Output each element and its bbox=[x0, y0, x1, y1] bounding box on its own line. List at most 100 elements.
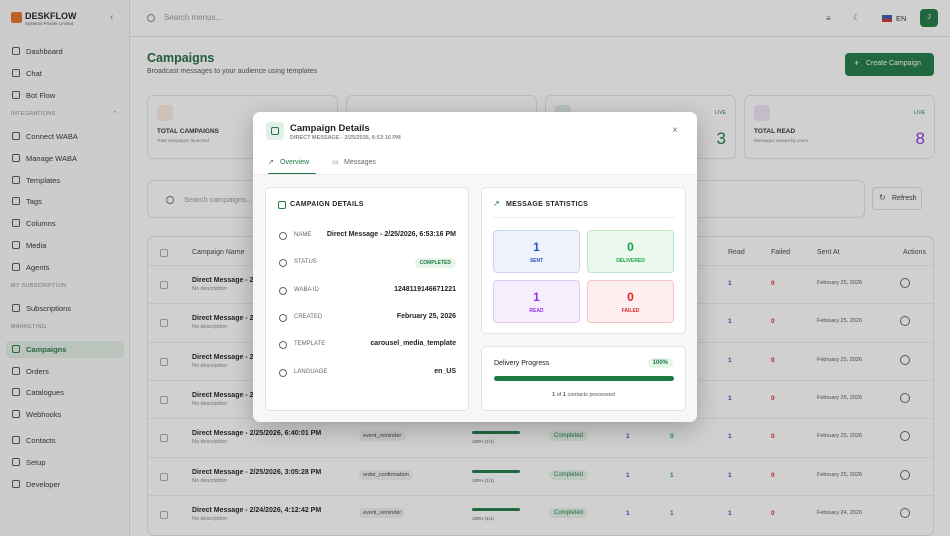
nav-label: Templates bbox=[26, 175, 61, 185]
count-read: 1 bbox=[728, 394, 732, 402]
campaign-description: No description bbox=[192, 439, 228, 446]
field-label: TEMPLATE bbox=[294, 341, 326, 348]
nav-item[interactable]: Agents bbox=[6, 259, 124, 276]
nav-label: Orders bbox=[26, 366, 49, 376]
progress-bar bbox=[494, 376, 674, 381]
row-action[interactable] bbox=[900, 507, 910, 518]
template-chip: event_reminder bbox=[359, 431, 406, 442]
avatar[interactable]: J bbox=[920, 9, 938, 27]
campaign-description: No description bbox=[192, 400, 228, 407]
icon bbox=[12, 303, 20, 312]
modal-body: CAMPAIGN DETAILS NAME Direct Message - 2/2… bbox=[253, 174, 697, 422]
nav-item[interactable]: Columns bbox=[6, 215, 124, 232]
campaign-name: Direct Message - 2 bbox=[192, 277, 254, 284]
nav-item[interactable]: Media bbox=[6, 237, 124, 254]
refresh-button[interactable]: Refresh ↻ bbox=[872, 187, 922, 210]
nav-item[interactable]: Campaigns bbox=[6, 340, 124, 358]
row-action[interactable] bbox=[900, 469, 910, 480]
campaign-description: No description bbox=[192, 515, 228, 522]
row-action[interactable] bbox=[900, 316, 910, 327]
campaign-name: Direct Message - 2 bbox=[192, 315, 254, 323]
nav-item[interactable]: Bot Flow bbox=[6, 87, 124, 104]
column-header: Campaign Name bbox=[192, 249, 245, 256]
progress-track bbox=[494, 376, 674, 381]
tab[interactable]: ▭ Messages bbox=[332, 156, 382, 174]
row-action[interactable] bbox=[900, 354, 910, 365]
row-action[interactable] bbox=[900, 392, 910, 403]
nav-item[interactable]: Webhooks bbox=[6, 406, 124, 423]
nav-label: Contacts bbox=[26, 436, 56, 446]
icon bbox=[278, 201, 286, 209]
nav-item[interactable]: Chat bbox=[6, 65, 124, 82]
row-checkbox[interactable] bbox=[160, 472, 168, 481]
close-button[interactable]: × bbox=[672, 125, 678, 136]
row-checkbox[interactable] bbox=[160, 281, 168, 289]
nav-label: Columns bbox=[26, 219, 56, 229]
nav-item[interactable]: Catalogues bbox=[6, 384, 124, 401]
count-failed: 0 bbox=[771, 471, 775, 479]
logo-mark bbox=[11, 12, 22, 23]
nav-item[interactable]: Dashboard bbox=[6, 43, 124, 60]
nav-item[interactable]: Setup bbox=[6, 454, 124, 471]
icon bbox=[271, 127, 279, 135]
stat-box-value: 0 bbox=[627, 240, 634, 254]
field-value: February 25, 2026 bbox=[396, 312, 456, 320]
search-placeholder: Search campaigns... bbox=[184, 195, 253, 204]
nav-label: Manage WABA bbox=[26, 153, 77, 163]
nav-item[interactable]: Connect WABA bbox=[6, 128, 124, 145]
nav-item[interactable]: Subscriptions bbox=[6, 300, 124, 317]
nav-item[interactable]: Developer bbox=[6, 476, 124, 493]
icon bbox=[279, 341, 287, 350]
stat-label: TOTAL CAMPAIGNS bbox=[157, 128, 219, 135]
row-checkbox[interactable] bbox=[160, 395, 168, 404]
icon bbox=[12, 344, 20, 353]
field-label: LANGUAGE bbox=[294, 368, 328, 375]
field-value: 1248119146671221 bbox=[394, 285, 456, 293]
nav-label: Developer bbox=[26, 479, 61, 489]
tab-icon: ▭ bbox=[332, 159, 339, 166]
row-checkbox[interactable] bbox=[160, 357, 168, 366]
progress-text: 100% (1/1) bbox=[472, 515, 495, 521]
statistics-card: ↗ MESSAGE STATISTICS 1 SENT 0 DELIVERED 1 READ 0… bbox=[481, 187, 686, 334]
status-chip: Completed bbox=[549, 431, 589, 442]
nav-label: Webhooks bbox=[26, 410, 62, 420]
count-failed: 0 bbox=[771, 280, 775, 287]
row-checkbox[interactable] bbox=[160, 319, 168, 328]
table-row: Direct Message - 2/25/2026, 3:05:28 PM No… bbox=[148, 456, 933, 495]
row-checkbox[interactable] bbox=[160, 510, 168, 519]
collapse-button[interactable]: ‹ bbox=[110, 12, 114, 23]
tab-icon: ↗ bbox=[268, 159, 274, 166]
brand-tagline: Systems Private Limited bbox=[25, 21, 74, 26]
nav-section-title: MY SUBSCRIPTION bbox=[11, 282, 67, 289]
create-button[interactable]: + Create Campaign bbox=[845, 53, 934, 76]
nav-item[interactable]: Contacts bbox=[6, 432, 124, 449]
nav-item[interactable]: Manage WABA bbox=[6, 150, 124, 167]
campaign-description: No description bbox=[192, 477, 228, 484]
processed-caption: 1 of 1 contacts processed bbox=[482, 392, 685, 398]
row-action[interactable] bbox=[900, 431, 910, 442]
header-checkbox[interactable] bbox=[160, 249, 168, 257]
nav-item[interactable]: Templates bbox=[6, 172, 124, 189]
stat-caption: Total campaigns launched bbox=[157, 138, 210, 143]
column-header: Sent At bbox=[817, 249, 840, 256]
row-action[interactable] bbox=[900, 278, 910, 288]
sent-at: February 25, 2026 bbox=[817, 433, 862, 440]
language[interactable]: EN bbox=[896, 14, 907, 23]
field-value: carousel_media_template bbox=[370, 340, 456, 348]
nav-item[interactable]: Orders bbox=[6, 363, 124, 380]
menu-search[interactable]: Search menus... bbox=[164, 13, 223, 22]
stat-box: 0 FAILED bbox=[587, 280, 674, 323]
tab[interactable]: ↗ Overview bbox=[268, 156, 316, 174]
stat-box-label: READ bbox=[529, 308, 544, 314]
nav-item[interactable]: Tags bbox=[6, 193, 124, 210]
field-label: STATUS bbox=[294, 259, 317, 266]
icon bbox=[12, 262, 20, 271]
theme-button[interactable]: ☾ bbox=[853, 13, 861, 22]
icon bbox=[12, 241, 20, 249]
nav-label: Connect WABA bbox=[26, 132, 78, 141]
settings-button[interactable]: ≡ bbox=[826, 14, 831, 23]
plus: + bbox=[854, 58, 860, 68]
row-checkbox[interactable] bbox=[160, 434, 168, 443]
stat-box-label: SENT bbox=[529, 258, 544, 264]
